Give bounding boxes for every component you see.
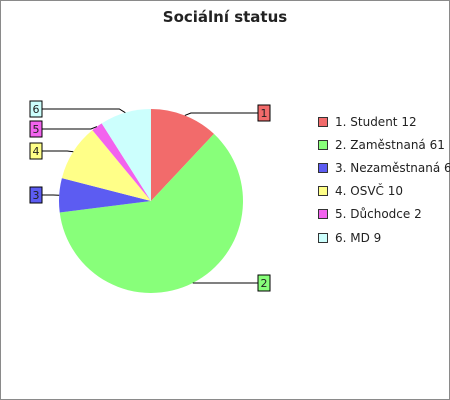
- legend-label-3: 3. Nezaměstnaná 6: [335, 160, 450, 175]
- slice-label-3: 3: [33, 189, 40, 202]
- legend-item-2: 2. Zaměstnaná 61: [318, 133, 450, 156]
- slice-label-box-6: [29, 100, 43, 118]
- pie-slice-5: [92, 123, 151, 201]
- legend-swatch-5: [318, 209, 328, 220]
- legend-label-1: 1. Student 12: [335, 114, 417, 129]
- slice-label-4: 4: [33, 145, 40, 158]
- slice-label-box-5: [29, 120, 43, 138]
- legend-swatch-4: [318, 186, 328, 197]
- legend-label-5: 5. Důchodce 2: [335, 207, 422, 222]
- slice-label-5: 5: [33, 123, 40, 136]
- legend-label-2: 2. Zaměstnaná 61: [335, 137, 445, 152]
- pie-slice-3: [59, 178, 151, 213]
- legend-swatch-1: [318, 116, 328, 127]
- pie-slice-2: [59, 133, 244, 293]
- legend-label-4: 4. OSVČ 10: [335, 184, 403, 199]
- slice-label-box-3: [29, 186, 43, 204]
- legend-swatch-3: [318, 162, 328, 173]
- leader-line-6: [42, 108, 126, 114]
- leader-line-5: [42, 126, 98, 130]
- slice-label-box-2: [257, 274, 271, 292]
- legend-item-4: 4. OSVČ 10: [318, 180, 450, 203]
- pie-slice-4: [61, 130, 151, 201]
- legend-item-1: 1. Student 12: [318, 110, 450, 133]
- legend-item-6: 6. MD 9: [318, 226, 450, 249]
- chart-title: Sociální status: [162, 8, 288, 26]
- slice-label-box-1: [257, 104, 271, 122]
- legend-item-5: 5. Důchodce 2: [318, 203, 450, 226]
- leader-line-4: [42, 150, 74, 153]
- pie-slice-6: [101, 109, 151, 201]
- legend-label-6: 6. MD 9: [335, 230, 382, 245]
- legend-swatch-6: [318, 232, 328, 243]
- slice-label-box-4: [29, 142, 43, 160]
- slice-label-1: 1: [261, 107, 268, 120]
- legend-item-3: 3. Nezaměstnaná 6: [318, 156, 450, 179]
- legend-swatch-2: [318, 139, 328, 150]
- slice-label-6: 6: [33, 103, 40, 116]
- slice-label-2: 2: [261, 277, 268, 290]
- legend: 1. Student 12 2. Zaměstnaná 61 3. Nezaměst…: [318, 110, 450, 249]
- pie-slice-1: [151, 109, 214, 201]
- leader-line-1: [184, 112, 258, 116]
